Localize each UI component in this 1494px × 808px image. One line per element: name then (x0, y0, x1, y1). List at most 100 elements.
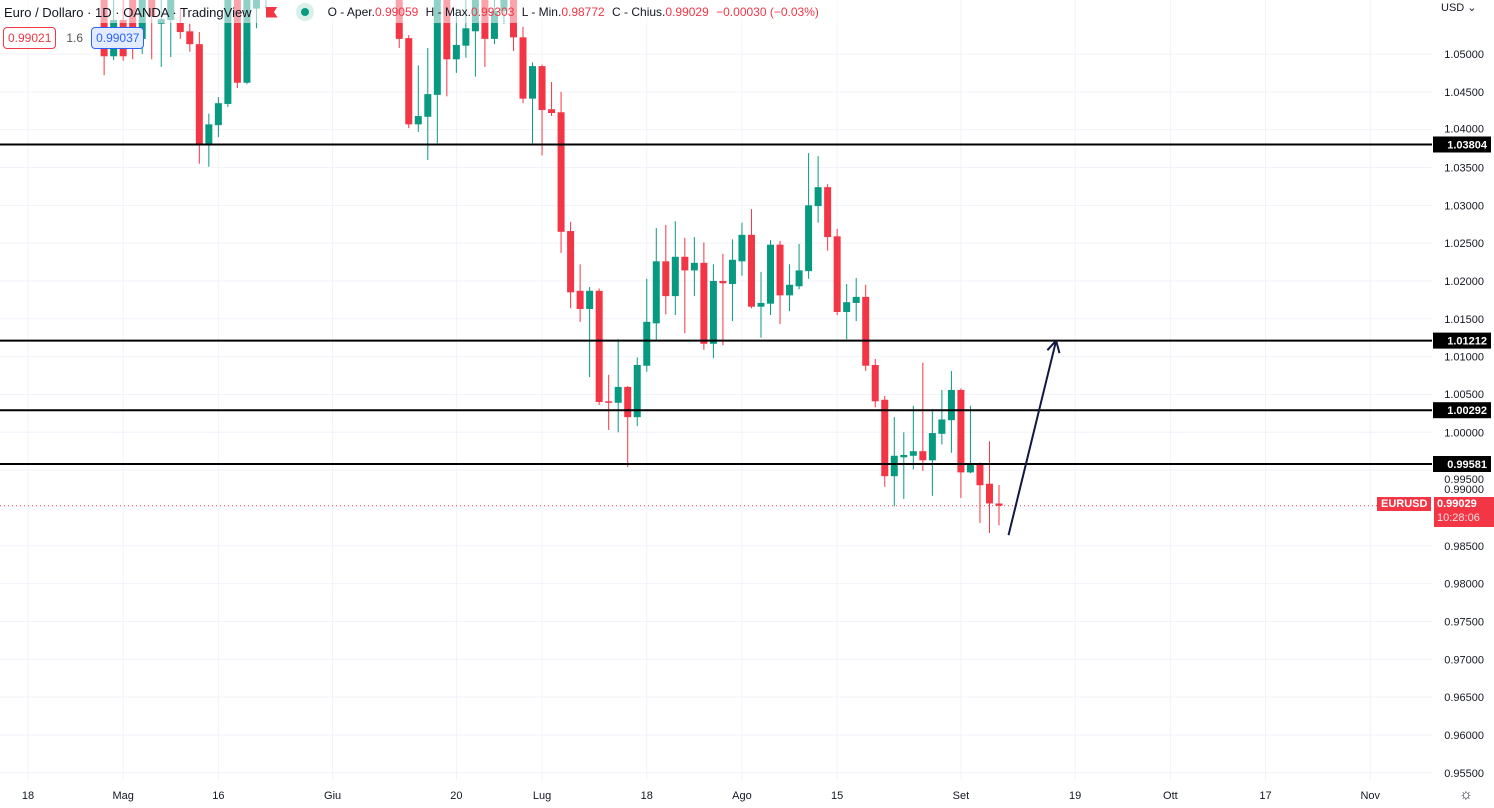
high-value: 0.99303 (471, 5, 515, 19)
candle-body-down (957, 389, 965, 473)
candle-body-up (690, 262, 698, 271)
candle-body-down (443, 0, 451, 60)
price-tick-label: 0.95500 (1444, 768, 1484, 780)
arrow-shaft[interactable] (1007, 340, 1058, 536)
level-price-tag (1433, 332, 1491, 349)
date-tick-label: 18 (22, 790, 34, 802)
price-tick-label: 1.02000 (1444, 276, 1484, 288)
candle-body-down (557, 112, 565, 232)
candle-body-down (186, 31, 194, 45)
candle-body-down (862, 296, 870, 366)
candle-body-up (529, 66, 537, 99)
low-label: L - Min. (521, 5, 562, 19)
quote-panel: 0.99021 1.6 0.99037 (3, 27, 145, 49)
price-tick-label: 0.96500 (1444, 692, 1484, 704)
horizontal-levels[interactable] (0, 143, 1432, 507)
buy-button[interactable]: 0.99037 (91, 27, 145, 49)
date-tick-label: Set (953, 790, 970, 802)
date-tick-label: Lug (533, 790, 551, 802)
candle-body-up (852, 296, 860, 303)
candle-body-down (567, 231, 575, 293)
candle-body-down (747, 234, 755, 307)
chart-legend: Euro / Dollaro · 1D · OANDA · TradingVie… (4, 3, 823, 21)
market-open-icon (295, 3, 314, 21)
symbol-title[interactable]: Euro / Dollaro · 1D · OANDA · TradingVie… (4, 4, 252, 20)
last-price-tag: 0.99029 10:28:06 (1434, 497, 1494, 527)
candle-body-down (824, 187, 832, 238)
price-tick-label: 1.01000 (1444, 352, 1484, 364)
candle-body-up (243, 0, 251, 83)
candle-body-down (233, 0, 241, 83)
candle-body-down (548, 109, 556, 114)
sell-button[interactable]: 0.99021 (3, 27, 57, 49)
spread-value: 1.6 (66, 31, 84, 45)
candle-body-down (195, 44, 203, 145)
candle-body-down (605, 401, 613, 403)
close-label: C - Chius. (612, 5, 666, 19)
candle-body-up (586, 290, 594, 309)
price-tick-label: 0.97500 (1444, 616, 1484, 628)
grid (0, 0, 1432, 780)
flag-icon[interactable] (265, 6, 278, 18)
candle-body-up (205, 124, 213, 145)
candle-body-up (814, 187, 822, 207)
candle-body-up (738, 234, 746, 262)
level-price-label: 1.00292 (1447, 405, 1487, 417)
candle-body-up (928, 433, 936, 461)
date-tick-label: Ago (732, 790, 752, 802)
candle-body-up (767, 244, 775, 304)
candle-body-down (700, 262, 708, 344)
level-price-tag (1433, 456, 1491, 473)
arrow-head (1046, 339, 1057, 351)
trend-arrow[interactable] (1007, 339, 1061, 536)
candle-body-up (643, 321, 651, 366)
symbol-price-tag: EURUSD (1377, 497, 1432, 511)
candle-body-down (976, 463, 984, 486)
time-axis-bg (0, 780, 1432, 808)
time-axis[interactable]: 18 Mag 16 Giu 20 Lug 18 Ago 15 Set 19 Ott 17 Nov (22, 790, 1381, 802)
change-value: −0.00030 (−0.03%) (716, 5, 819, 19)
price-tick-label: 1.03500 (1444, 162, 1484, 174)
price-tick-label: 0.98000 (1444, 579, 1484, 591)
candle-body-up (652, 261, 660, 324)
last-price: 0.99029 (1437, 498, 1477, 510)
candle-body-up (214, 103, 222, 126)
price-tick-label: 1.01500 (1444, 314, 1484, 326)
ohlc-values: O - Aper.0.99059 H - Max.0.99303 L - Min… (328, 5, 823, 19)
candle-body-up (795, 270, 803, 287)
date-tick-label: 19 (1069, 790, 1081, 802)
candle-body-up (909, 451, 917, 456)
level-price-label: 1.01212 (1447, 336, 1487, 348)
candle-body-down (519, 37, 527, 99)
low-value: 0.98772 (561, 5, 605, 19)
candle-body-up (728, 259, 736, 285)
candle-body-up (890, 455, 898, 477)
candle-body-up (900, 454, 908, 458)
open-value: 0.99059 (374, 5, 419, 19)
date-tick-label: 17 (1259, 790, 1271, 802)
bar-countdown: 10:28:06 (1437, 512, 1480, 524)
open-label: O - Aper. (327, 5, 375, 19)
price-axis[interactable]: 1.05000 1.04500 1.04000 1.03500 1.03000 1.025… (1433, 49, 1491, 780)
candle-body-up (462, 28, 470, 46)
candle-body-down (833, 236, 841, 313)
currency-selector[interactable]: USD ⌄ (1441, 2, 1477, 14)
price-tick-label: 1.04500 (1444, 87, 1484, 99)
date-tick-label: Mag (112, 790, 133, 802)
price-tick-label: 0.96000 (1444, 730, 1484, 742)
price-tick-label: 1.05000 (1444, 49, 1484, 61)
candle-body-down (985, 483, 993, 504)
price-tick-label: 0.97000 (1444, 654, 1484, 666)
settings-icon[interactable]: ☼ (1459, 786, 1473, 803)
candle-body-up (633, 364, 641, 418)
candle-body-up (224, 0, 232, 104)
candle-body-up (805, 205, 813, 272)
level-price-tag (1433, 402, 1491, 419)
price-tick-label: 1.04000 (1444, 123, 1484, 135)
price-tick-label: 0.99000 (1444, 484, 1484, 496)
high-label: H - Max. (425, 5, 472, 19)
candle-body-up (433, 0, 441, 95)
date-tick-label: 18 (641, 790, 653, 802)
candle-body-down (719, 280, 727, 284)
